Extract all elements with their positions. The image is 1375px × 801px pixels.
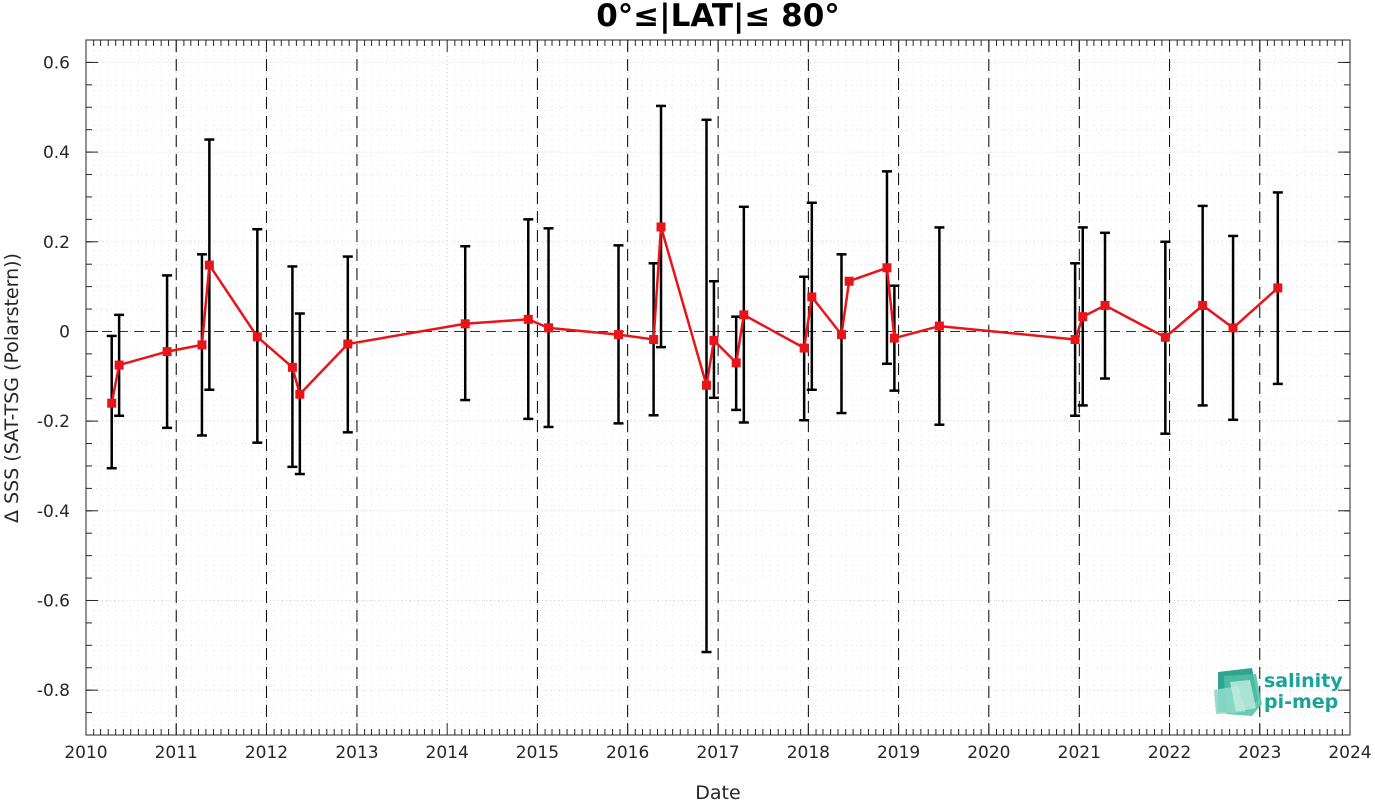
x-tick-label: 2020 (967, 743, 1010, 763)
data-point (882, 263, 892, 273)
data-point (252, 332, 262, 342)
x-tick-label: 2017 (696, 743, 739, 763)
data-point (343, 339, 353, 349)
data-point (1228, 323, 1238, 333)
x-tick-label: 2015 (516, 743, 559, 763)
x-tick-labels: 2010 2011 2012 2013 2014 2015 2016 2017 2018 2019… (64, 743, 1371, 763)
data-point (162, 347, 172, 357)
data-point (114, 360, 124, 370)
data-point (295, 389, 305, 399)
y-axis-label: Δ SSS (SAT-TSG (Polarstern)) (1, 253, 23, 523)
logo-line-1: salinity (1264, 670, 1343, 692)
data-point (807, 292, 817, 302)
data-point (107, 398, 117, 408)
data-point (799, 343, 809, 353)
x-tick-label: 2019 (877, 743, 920, 763)
data-point (613, 330, 623, 340)
y-tick-label: 0 (59, 322, 70, 342)
data-point (544, 323, 554, 333)
y-tick-label: 0.4 (43, 143, 70, 163)
x-tick-label: 2016 (606, 743, 649, 763)
data-point (197, 340, 207, 350)
x-tick-label: 2011 (155, 743, 198, 763)
x-tick-label: 2022 (1148, 743, 1191, 763)
data-point (649, 335, 659, 345)
data-markers (107, 222, 1283, 408)
data-point (1078, 312, 1088, 322)
y-tick-label: -0.2 (37, 412, 70, 432)
x-tick-label: 2010 (64, 743, 107, 763)
data-point (739, 310, 749, 320)
logo-line-2: pi-mep (1264, 691, 1338, 713)
chart-title: 0°≤|LAT|≤ 80° (596, 0, 840, 34)
data-point (709, 335, 719, 345)
axes (85, 39, 1351, 736)
data-point (836, 330, 846, 340)
data-point (702, 380, 712, 390)
data-point (460, 319, 470, 329)
data-point (523, 314, 533, 324)
salinity-pi-mep-logo: salinity pi-mep (1214, 668, 1343, 716)
y-tick-label: -0.8 (37, 681, 70, 701)
y-tick-label: -0.4 (37, 502, 70, 522)
x-tick-label: 2014 (426, 743, 469, 763)
data-point (731, 358, 741, 368)
x-axis-label: Date (695, 782, 740, 801)
data-point (1198, 300, 1208, 310)
data-point (844, 276, 854, 286)
x-tick-label: 2018 (787, 743, 830, 763)
x-tick-label: 2012 (245, 743, 288, 763)
y-tick-label: -0.6 (37, 591, 70, 611)
data-point (287, 362, 297, 372)
data-point (204, 260, 214, 270)
data-point (656, 222, 666, 232)
x-tick-label: 2013 (335, 743, 378, 763)
x-tick-label: 2021 (1058, 743, 1101, 763)
data-point (1160, 332, 1170, 342)
y-tick-label: 0.2 (43, 233, 70, 253)
y-tick-label: 0.6 (43, 53, 70, 73)
data-point (934, 321, 944, 331)
x-tick-label: 2024 (1328, 743, 1371, 763)
data-point (889, 333, 899, 343)
year-boundary-lines (175, 40, 1261, 735)
y-tick-labels: -0.8 -0.6 -0.4 -0.2 0 0.2 0.4 0.6 (37, 53, 70, 701)
data-point (1273, 283, 1283, 293)
wave-logo-icon (1214, 668, 1262, 716)
data-point (1070, 335, 1080, 345)
x-tick-label: 2023 (1238, 743, 1281, 763)
data-point (1100, 300, 1110, 310)
